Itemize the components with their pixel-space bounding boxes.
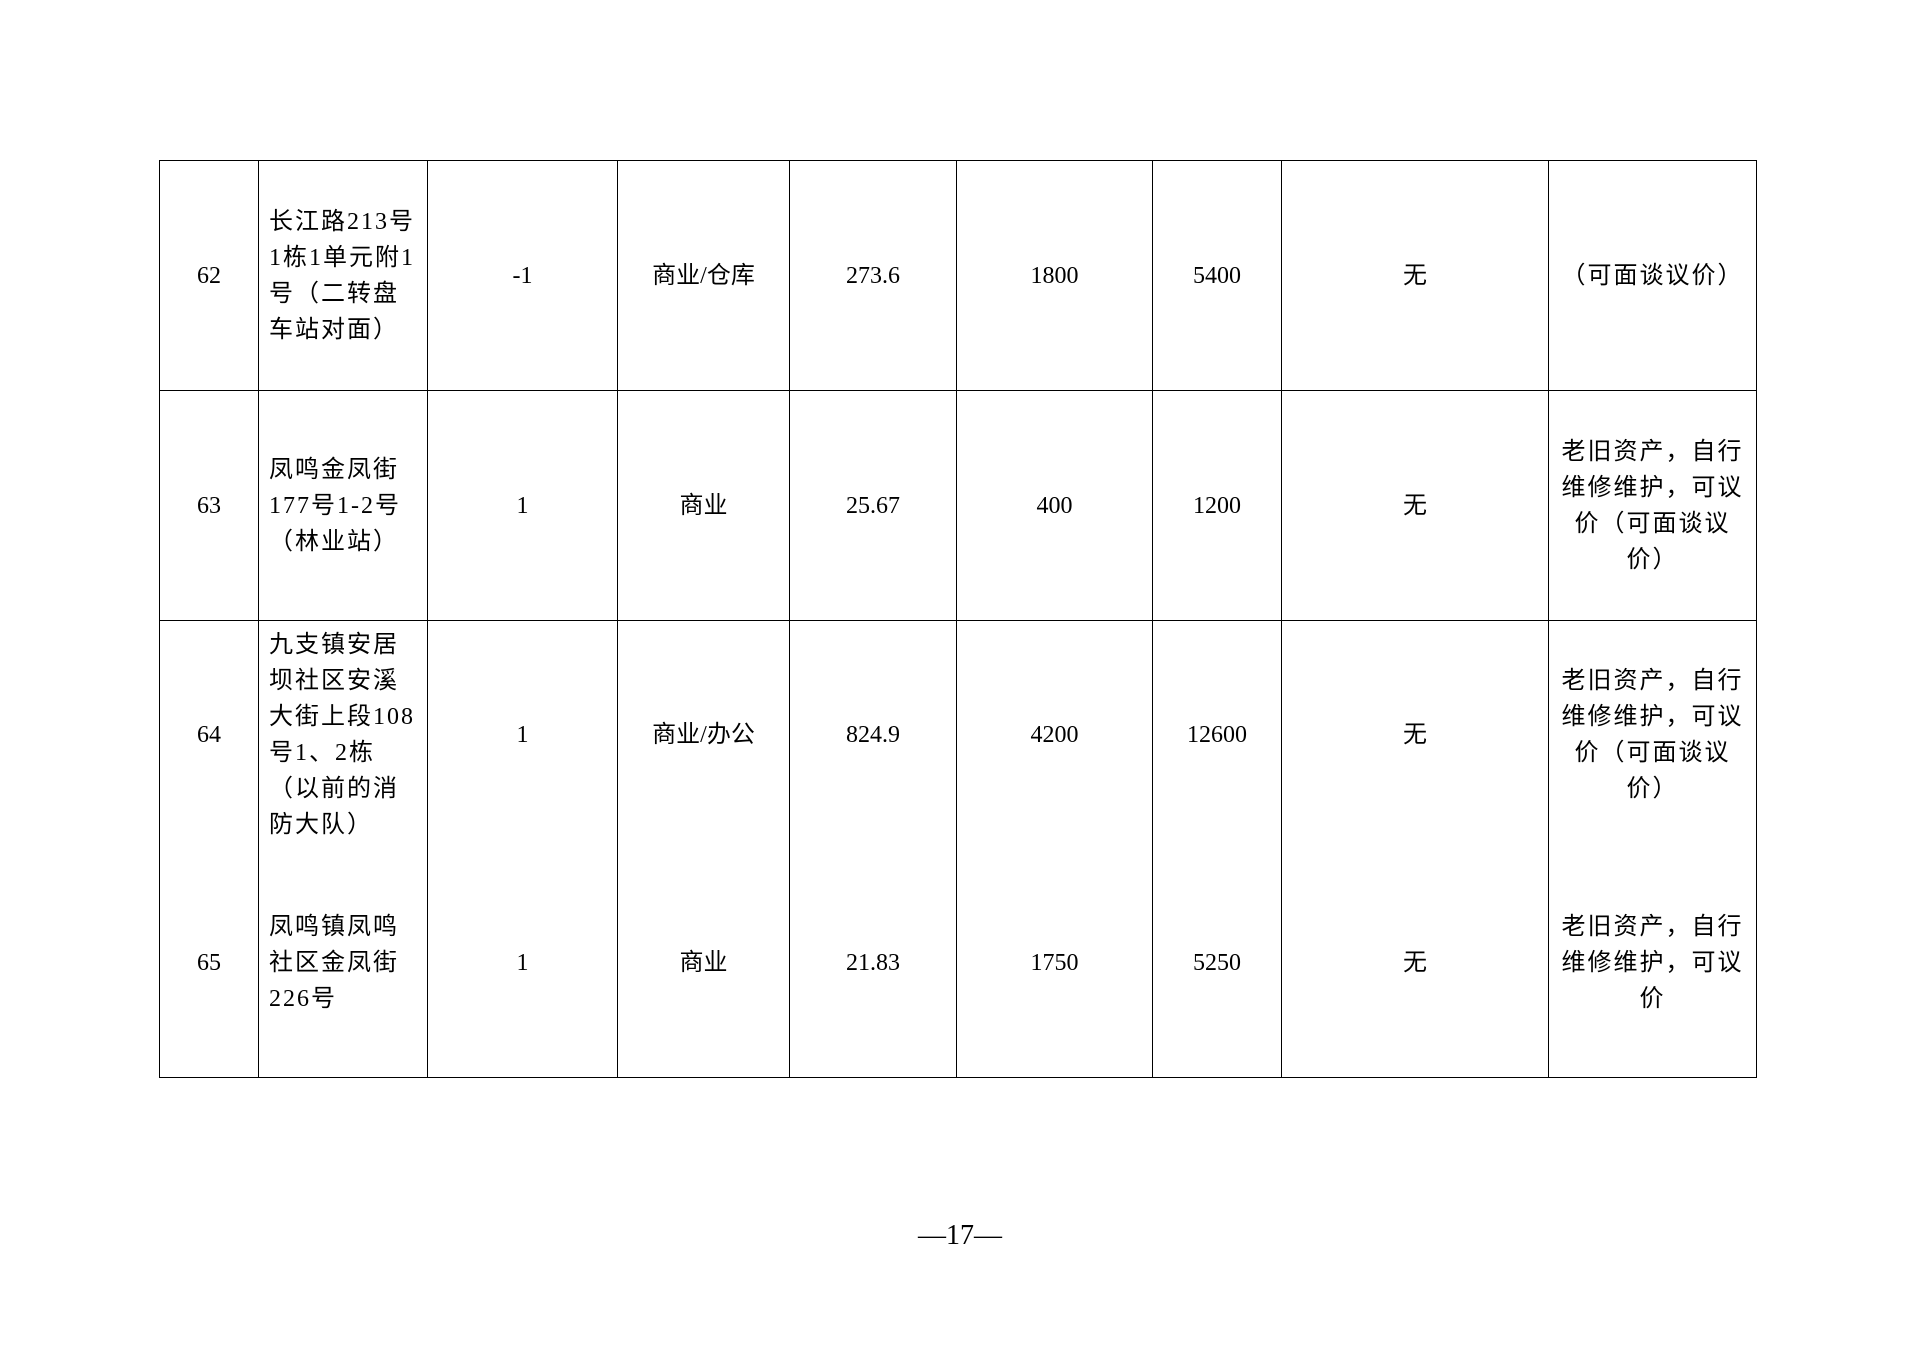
cell-address: 九支镇安居坝社区安溪大街上段108号1、2栋（以前的消防大队） [258,620,428,849]
cell-note: （可面谈议价） [1548,160,1757,391]
cell-rent: 1750 [956,849,1153,1078]
cell-use: 商业 [617,390,790,621]
cell-use: 商业 [617,849,790,1078]
cell-deposit: 1200 [1152,390,1282,621]
cell-note: 老旧资产，自行维修维护，可议价 [1548,849,1757,1078]
cell-encumbrance: 无 [1281,390,1549,621]
cell-area: 824.9 [789,620,957,849]
cell-use: 商业/仓库 [617,160,790,391]
cell-use: 商业/办公 [617,620,790,849]
page-number: —17— [918,1220,1002,1251]
cell-address: 凤鸣镇凤鸣社区金凤街226号 [258,849,428,1078]
table-row: 63 凤鸣金凤街177号1-2号（林业站） 1 商业 25.67 400 120… [159,390,1757,621]
cell-encumbrance: 无 [1281,620,1549,849]
cell-address: 凤鸣金凤街177号1-2号（林业站） [258,390,428,621]
cell-encumbrance: 无 [1281,160,1549,391]
table-row: 64 九支镇安居坝社区安溪大街上段108号1、2栋（以前的消防大队） 1 商业/… [159,620,1757,849]
cell-area: 21.83 [789,849,957,1078]
cell-rent: 1800 [956,160,1153,391]
table-row: 65 凤鸣镇凤鸣社区金凤街226号 1 商业 21.83 1750 5250 无… [159,849,1757,1078]
cell-no: 64 [159,620,259,849]
cell-note: 老旧资产，自行维修维护，可议价（可面谈议价） [1548,620,1757,849]
cell-deposit: 5250 [1152,849,1282,1078]
cell-no: 63 [159,390,259,621]
cell-no: 65 [159,849,259,1078]
cell-area: 273.6 [789,160,957,391]
cell-encumbrance: 无 [1281,849,1549,1078]
cell-deposit: 5400 [1152,160,1282,391]
cell-note: 老旧资产，自行维修维护，可议价（可面谈议价） [1548,390,1757,621]
cell-floor: 1 [427,390,618,621]
cell-floor: -1 [427,160,618,391]
cell-rent: 4200 [956,620,1153,849]
cell-floor: 1 [427,620,618,849]
cell-no: 62 [159,160,259,391]
cell-address: 长江路213号1栋1单元附1号（二转盘车站对面） [258,160,428,391]
cell-area: 25.67 [789,390,957,621]
cell-floor: 1 [427,849,618,1078]
table-row: 62 长江路213号1栋1单元附1号（二转盘车站对面） -1 商业/仓库 273… [159,160,1757,391]
cell-rent: 400 [956,390,1153,621]
cell-deposit: 12600 [1152,620,1282,849]
property-table: 62 长江路213号1栋1单元附1号（二转盘车站对面） -1 商业/仓库 273… [159,160,1757,1078]
